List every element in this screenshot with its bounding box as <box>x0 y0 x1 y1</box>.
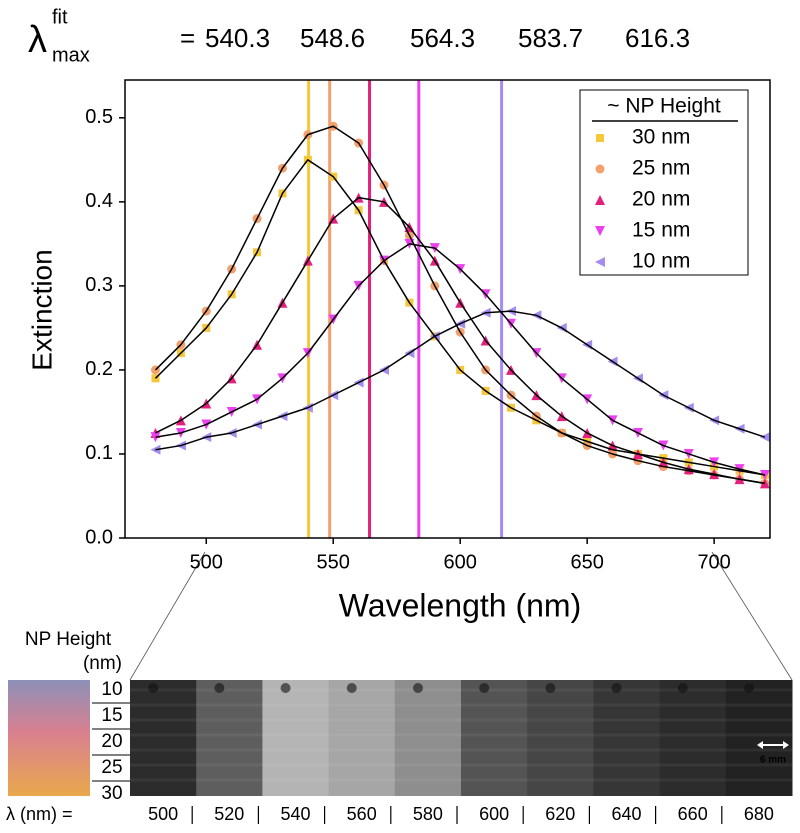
strip-wavelength: 640 <box>611 804 641 824</box>
fit-line <box>154 125 766 485</box>
tile-spot <box>280 683 291 693</box>
data-point <box>595 257 605 267</box>
tile-spot <box>545 683 556 693</box>
equals: = <box>180 23 195 53</box>
strip-wavelength: 580 <box>413 804 443 824</box>
x-tick-label: 700 <box>697 551 730 573</box>
image-tile <box>328 680 396 796</box>
legend-label: 15 nm <box>632 219 690 242</box>
lambda-max-value: 540.3 <box>205 23 270 53</box>
strip-wavelength: 540 <box>280 804 310 824</box>
data-point <box>596 134 604 142</box>
strip-wavelength: 620 <box>545 804 575 824</box>
fit-line <box>155 196 766 485</box>
lambda-subscript: max <box>52 44 90 66</box>
x-tick-label: 600 <box>444 551 477 573</box>
strip-height-tick: 20 <box>101 731 122 752</box>
lambda-max-value: 583.7 <box>518 23 583 53</box>
tile-spot <box>214 683 225 693</box>
fit-line <box>155 243 766 476</box>
tile-spot <box>346 683 357 693</box>
strip-wavelength-label: λ (nm) = <box>6 804 73 824</box>
strip-height-tick: 15 <box>101 705 122 726</box>
color-swatch <box>8 680 90 796</box>
data-point <box>595 226 605 236</box>
data-point <box>595 164 605 174</box>
tile-spot <box>412 683 423 693</box>
zoom-line <box>711 551 793 681</box>
image-tile <box>196 680 263 796</box>
lambda-symbol: λ <box>28 19 47 61</box>
strip-height-tick: 30 <box>101 783 122 804</box>
fit-line <box>154 159 766 476</box>
y-tick-label: 0.5 <box>85 106 113 128</box>
x-axis-label: Wavelength (nm) <box>339 587 581 623</box>
tile-spot <box>677 683 688 693</box>
legend-box <box>579 89 749 276</box>
zoom-line <box>129 551 206 681</box>
lambda-superscript: fit <box>52 6 68 28</box>
image-tile <box>262 680 330 796</box>
lambda-max-value: 548.6 <box>300 23 365 53</box>
scale-arrow <box>757 741 763 749</box>
tile-spot <box>743 683 754 693</box>
x-tick-label: 500 <box>190 551 223 573</box>
image-tile <box>527 680 594 796</box>
strip-wavelength: 600 <box>479 804 509 824</box>
tile-spot <box>479 683 490 693</box>
strip-height-tick: 10 <box>101 679 122 700</box>
image-tile <box>725 680 793 796</box>
image-tile <box>659 680 727 796</box>
lambda-max-value: 564.3 <box>410 23 475 53</box>
legend-label: 10 nm <box>632 250 690 273</box>
strip-wavelength: 560 <box>347 804 377 824</box>
image-tile <box>130 680 197 796</box>
image-tile <box>394 680 462 796</box>
y-axis-label: Extinction <box>26 249 57 370</box>
tile-spot <box>148 683 159 693</box>
strip-height-tick: 25 <box>101 757 122 778</box>
y-tick-label: 0.1 <box>85 442 113 464</box>
x-tick-label: 550 <box>317 551 350 573</box>
legend-title: ~ NP Height <box>607 95 721 118</box>
fit-line <box>155 310 766 451</box>
scale-arrow <box>783 741 789 749</box>
strip-wavelength: 660 <box>678 804 708 824</box>
strip-wavelength: 520 <box>214 804 244 824</box>
strip-wavelength: 500 <box>148 804 178 824</box>
x-tick-label: 650 <box>570 551 603 573</box>
legend-label: 20 nm <box>632 188 690 211</box>
y-tick-label: 0.4 <box>85 190 113 212</box>
image-tile <box>461 680 528 796</box>
data-point <box>595 195 605 205</box>
y-tick-label: 0.3 <box>85 274 113 296</box>
plot-area <box>150 80 770 538</box>
strip-height-label: NP Height <box>25 629 112 650</box>
y-tick-label: 0.0 <box>85 526 113 548</box>
scale-bar-label: 6 mm <box>760 755 786 766</box>
legend-label: 25 nm <box>632 157 690 180</box>
tile-spot <box>611 683 622 693</box>
strip-height-unit: (nm) <box>83 653 122 674</box>
strip-wavelength: 680 <box>744 804 774 824</box>
plot-frame <box>124 79 771 539</box>
legend-label: 30 nm <box>632 126 690 149</box>
y-tick-label: 0.2 <box>85 358 113 380</box>
image-tile <box>593 680 661 796</box>
lambda-max-value: 616.3 <box>625 23 690 53</box>
